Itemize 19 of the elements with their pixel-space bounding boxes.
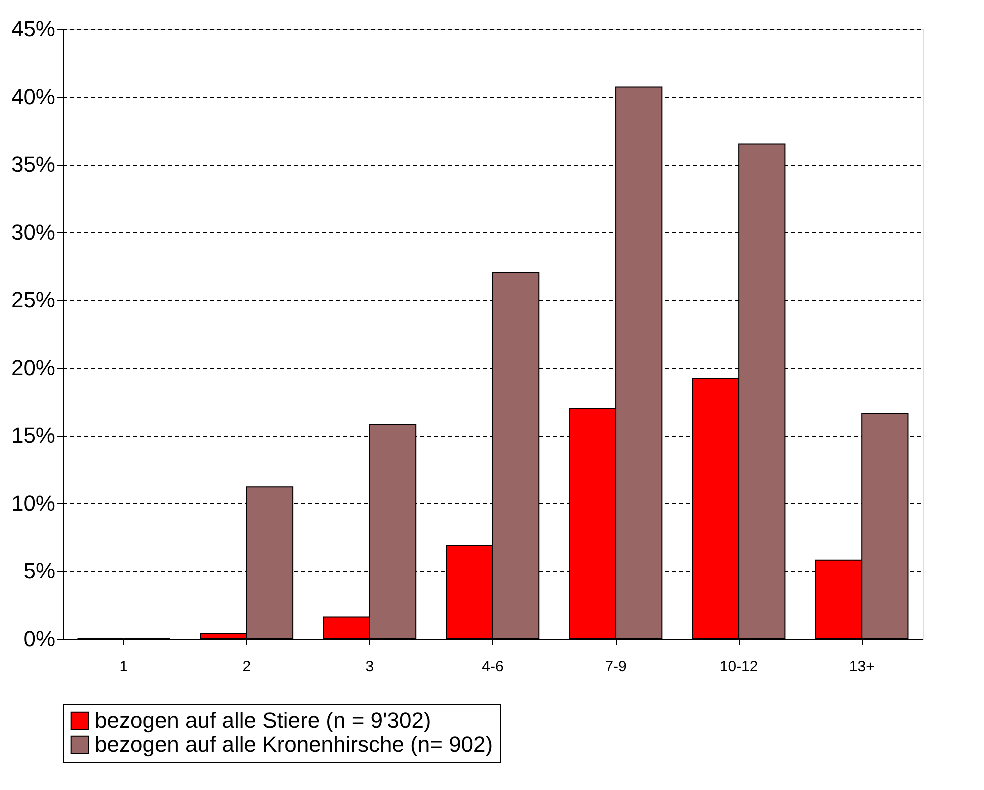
y-tick-label: 0% xyxy=(24,626,56,652)
y-tick-label: 45% xyxy=(11,16,56,42)
x-tick-label: 4-6 xyxy=(482,658,504,676)
y-tick-label: 15% xyxy=(11,423,56,448)
x-tick-label: 10-12 xyxy=(720,658,758,676)
x-tick-label: 1 xyxy=(120,658,128,676)
y-tick-label: 20% xyxy=(11,355,56,380)
x-tick-label: 7-9 xyxy=(605,658,627,676)
x-tick-label: 13+ xyxy=(849,658,876,676)
x-tick-label: 3 xyxy=(366,658,374,676)
y-tick-label: 40% xyxy=(11,84,56,110)
x-tick-label: 2 xyxy=(242,658,252,676)
y-tick-label: 10% xyxy=(11,490,56,516)
y-tick-label: 30% xyxy=(11,220,56,245)
y-tick-label: 5% xyxy=(24,558,56,584)
y-tick-label: 35% xyxy=(11,152,56,178)
y-tick-label: 25% xyxy=(11,288,56,313)
legend-label: bezogen auf alle Kronenhirsche (n= 902) xyxy=(95,732,494,757)
legend-label: bezogen auf alle Stiere (n = 9'302) xyxy=(95,708,432,733)
